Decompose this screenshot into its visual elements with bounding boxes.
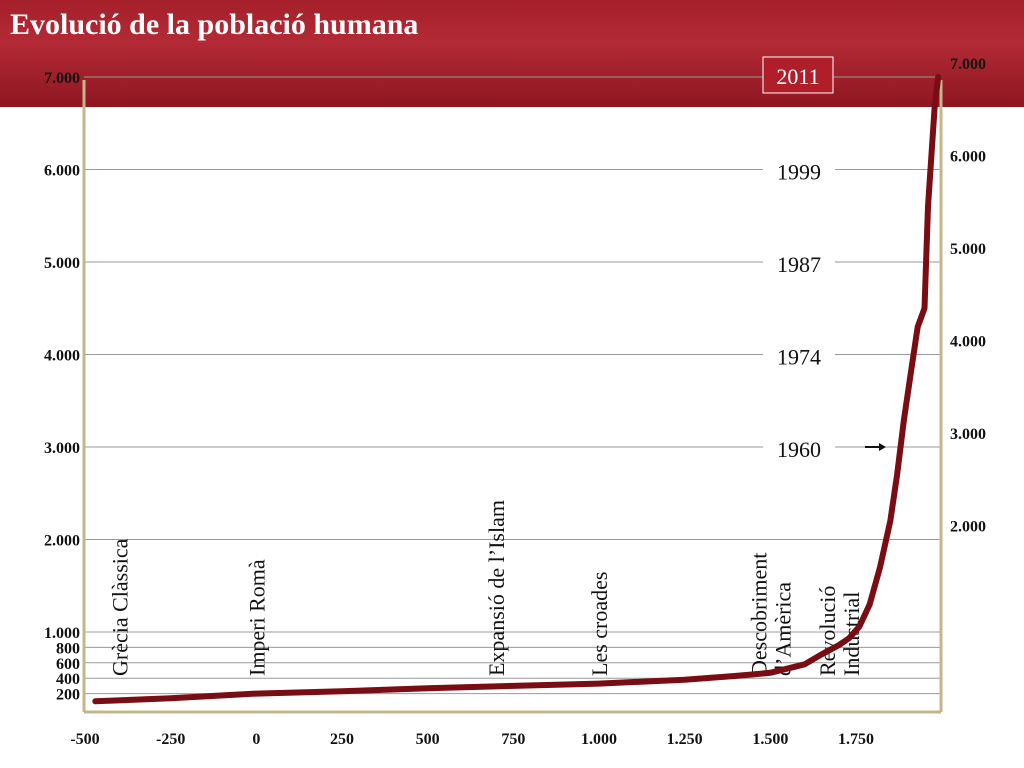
y-tick-label-right: 7.000	[950, 56, 986, 73]
x-tick-label: 0	[252, 731, 260, 748]
x-tick-label: 250	[330, 731, 354, 748]
arrow-head-icon	[879, 443, 886, 451]
year-marker-bg	[763, 244, 835, 280]
x-tick-label: 1.000	[581, 731, 617, 748]
y-tick-label-left: 4.000	[44, 348, 80, 365]
page-title: Evolució de la població humana	[10, 8, 419, 41]
annotation-label: Descobriment	[746, 553, 771, 676]
y-tick-label-left: 200	[56, 687, 80, 704]
y-tick-label-right: 2.000	[950, 519, 986, 536]
y-tick-label-left: 7.000	[44, 70, 80, 87]
year-marker-label: 2011	[776, 64, 819, 89]
historical-annotations: Grècia Clàssica Imperi Romà Expansió de l’…	[107, 500, 864, 676]
series-line	[92, 74, 942, 705]
y-tick-label-left: 1.000	[44, 625, 80, 642]
year-marker-bg	[763, 429, 835, 465]
year-marker-box	[762, 56, 834, 94]
y-tick-label-left: 800	[56, 640, 80, 657]
annotation-label: Imperi Romà	[244, 559, 269, 676]
y-tick-label-left: 3.000	[44, 440, 80, 457]
tick-labels: 2004006008001.0002.0003.0004.0005.0006.0…	[44, 56, 986, 748]
x-tick-label: 750	[501, 731, 525, 748]
annotation-label: d’Amèrica	[770, 582, 795, 676]
y-tick-label-left: 6.000	[44, 163, 80, 180]
x-tick-label: 1.250	[667, 731, 703, 748]
x-tick-label: -250	[156, 731, 185, 748]
y-tick-label-right: 3.000	[950, 426, 986, 443]
x-tick-label: 500	[416, 731, 440, 748]
x-tick-label: -500	[70, 731, 99, 748]
annotation-label: Les croades	[587, 572, 612, 676]
year-marker-label: 1999	[777, 160, 821, 185]
y-tick-label-left: 400	[56, 671, 80, 688]
y-tick-label-right: 4.000	[950, 334, 986, 351]
y-tick-label-right: 5.000	[950, 241, 986, 258]
year-marker-label: 1987	[777, 252, 821, 277]
annotation-label: Grècia Clàssica	[107, 538, 132, 676]
axes	[82, 80, 943, 714]
year-marker-label: 1960	[777, 437, 821, 462]
year-marker-bg	[763, 151, 835, 188]
x-tick-label: 1.750	[838, 731, 874, 748]
annotation-label: Expansió de l’Islam	[484, 500, 509, 676]
year-marker-label: 1974	[777, 345, 821, 370]
y-tick-label-right: 6.000	[950, 149, 986, 166]
y-tick-label-left: 600	[56, 656, 80, 673]
x-tick-label: 1.500	[752, 731, 788, 748]
year-markers: 2011 1999 1987 1974 1960	[762, 56, 886, 465]
annotation-label: Revolució	[815, 586, 840, 676]
header-banner: Evolució de la població humana	[0, 0, 1024, 107]
y-tick-label-left: 5.000	[44, 255, 80, 272]
year-marker-bg	[763, 336, 835, 373]
series	[92, 74, 942, 705]
y-tick-label-left: 2.000	[44, 533, 80, 550]
